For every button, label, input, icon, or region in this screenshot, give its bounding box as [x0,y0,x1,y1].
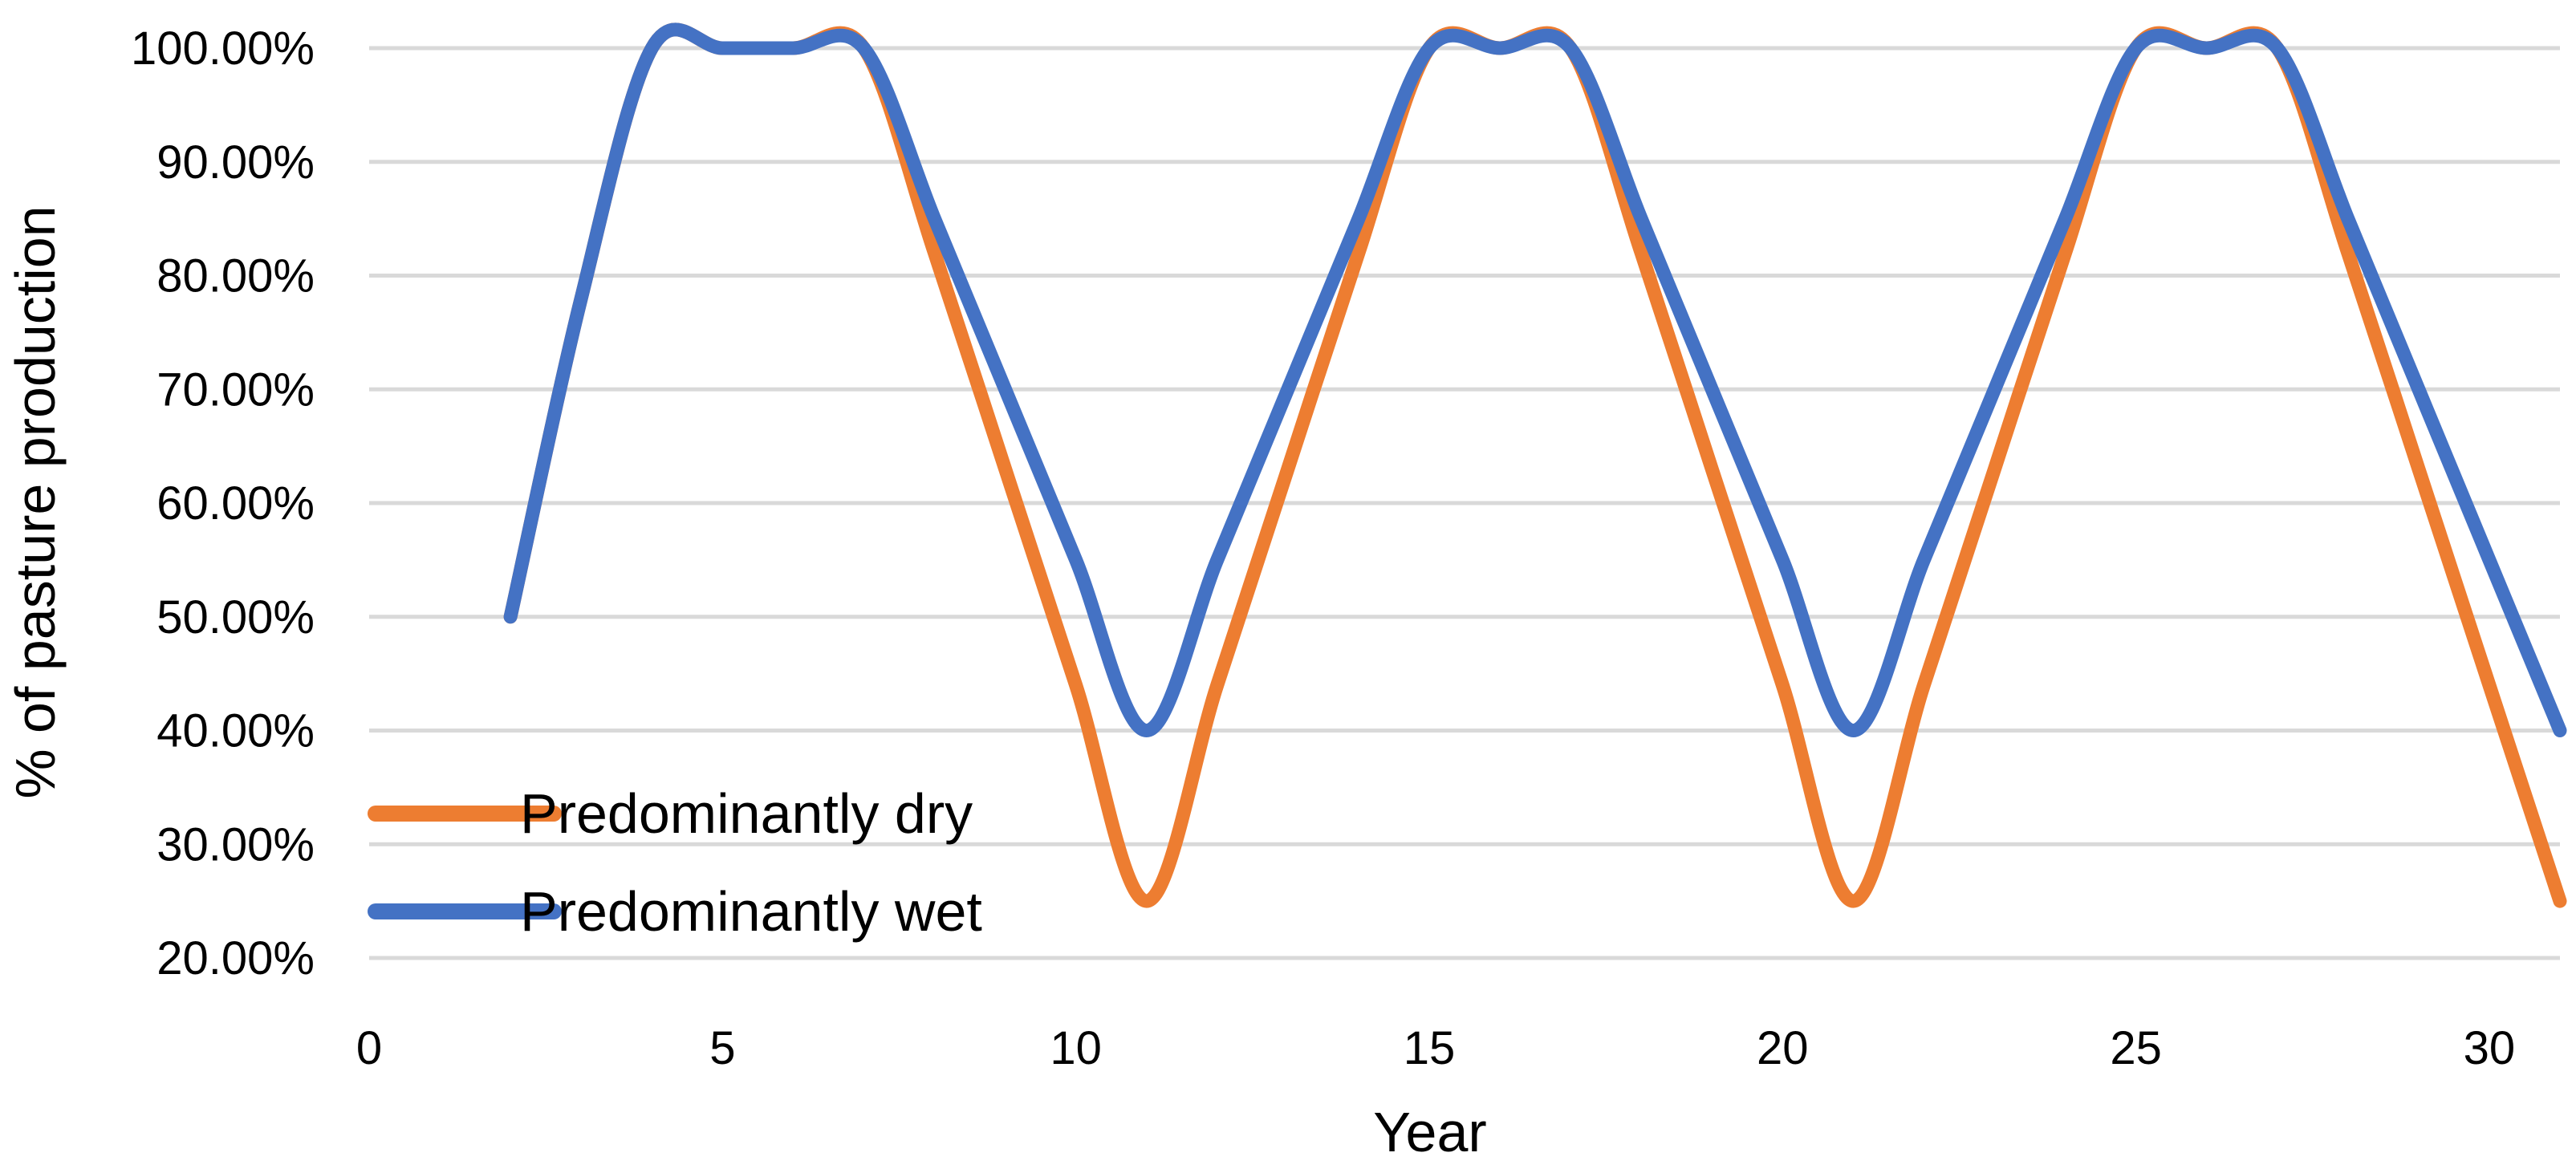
x-axis-title: Year [1373,1101,1486,1163]
y-axis-ticks: 20.00% 30.00% 40.00% 50.00% 60.00% 70.00% 80.0… [131,22,315,984]
gridlines [369,46,2560,960]
y-axis-title: % of pasture production [4,205,67,798]
x-axis-ticks: 0 5 10 15 20 25 30 [356,1022,2515,1074]
y-tick-label: 90.00% [156,136,315,189]
x-tick-label: 0 [356,1022,382,1074]
y-tick-label: 100.00% [131,22,315,75]
legend: Predominantly dry Predominantly wet [368,782,982,943]
legend-label-dry: Predominantly dry [520,782,973,845]
y-tick-label: 20.00% [156,932,315,984]
x-tick-label: 10 [1050,1022,1102,1074]
x-tick-label: 30 [2464,1022,2516,1074]
y-tick-label: 50.00% [156,591,315,643]
x-tick-label: 5 [709,1022,735,1074]
series-lines [503,22,2567,908]
y-tick-label: 30.00% [156,818,315,871]
y-tick-label: 80.00% [156,250,315,302]
x-tick-label: 25 [2110,1022,2162,1074]
x-tick-label: 20 [1757,1022,1809,1074]
y-tick-label: 40.00% [156,705,315,757]
y-tick-label: 70.00% [156,363,315,416]
y-tick-label: 60.00% [156,477,315,530]
x-tick-label: 15 [1404,1022,1456,1074]
legend-label-wet: Predominantly wet [520,880,982,943]
series-line-wet [503,22,2567,737]
